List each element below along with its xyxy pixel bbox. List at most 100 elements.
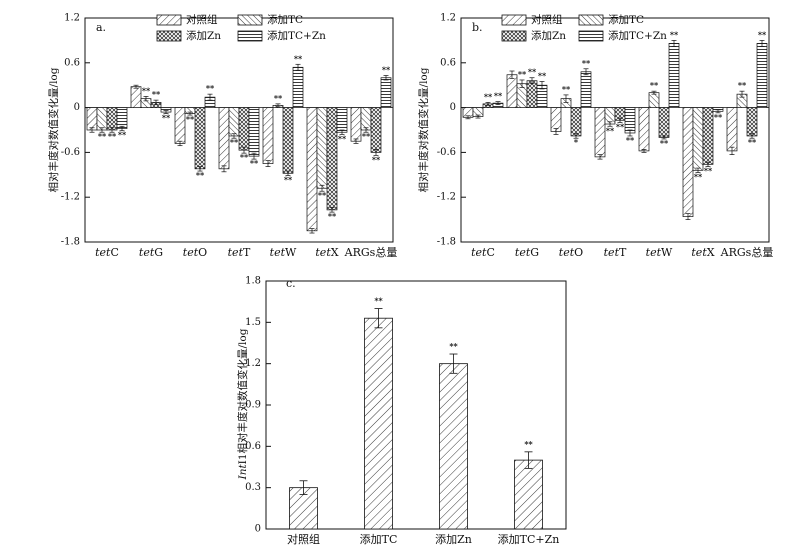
sig-b-zn-2: * xyxy=(574,137,579,147)
panel-a-ylabel: 相对丰度对数值变化量/log xyxy=(47,67,60,192)
ytick-label-c-6: 0 xyxy=(255,524,261,535)
category-label-a-3: tetT xyxy=(228,246,251,259)
sig-a-tczn-2: ** xyxy=(206,83,215,93)
bar-a-tczn-6 xyxy=(380,77,392,108)
bar-b-tczn-4 xyxy=(668,43,680,108)
sig-a-zn-5: ** xyxy=(328,211,337,221)
legend-a-label-zn: 添加Zn xyxy=(186,29,221,42)
sig-a-tczn-5: ** xyxy=(338,133,347,143)
bar-b-control-3 xyxy=(594,107,606,158)
category-label-rest-b-2: O xyxy=(574,246,583,259)
category-label-rest-b-3: T xyxy=(619,246,627,259)
category-label-rest-b-0: C xyxy=(486,246,494,259)
category-label-rest-a-3: T xyxy=(243,246,251,259)
panel-b-label: b. xyxy=(472,21,483,34)
category-label-a-4: tetW xyxy=(270,246,297,259)
ytick-label-a-0: 1.2 xyxy=(64,13,80,24)
legend-b-label-zn: 添加Zn xyxy=(531,29,566,42)
bar-a-tc-3 xyxy=(228,107,240,137)
ytick-label-a-1: 0.6 xyxy=(64,57,80,68)
panel-b: b. 对照组 添加TC 添加Zn 添加TC+Zn 相对丰度对数值变化量/log … xyxy=(417,13,773,260)
sig-b-tc-1: ** xyxy=(518,69,527,79)
panel-b-ylabel: 相对丰度对数值变化量/log xyxy=(417,67,430,192)
sig-a-tczn-3: ** xyxy=(250,158,259,168)
ytick-label-a-2: 0 xyxy=(74,102,80,113)
category-label-rest-a-2: O xyxy=(198,246,207,259)
bar-a-tczn-4 xyxy=(292,66,304,108)
sig-b-tczn-0: ** xyxy=(494,91,503,101)
sig-b-tczn-1: ** xyxy=(538,70,547,80)
bar-a-zn-6 xyxy=(370,107,382,153)
category-label-b-4: tetW xyxy=(646,246,673,259)
sig-a-tczn-0: ** xyxy=(118,130,127,140)
bar-b-tczn-2 xyxy=(580,71,592,108)
category-label-italic-b-0: tet xyxy=(471,246,487,259)
bar-b-control-5 xyxy=(682,107,694,217)
category-label-rest-a-6: ARGs总量 xyxy=(344,245,398,259)
category-label-italic-b-4: tet xyxy=(646,246,662,259)
ytick-label-a-5: -1.8 xyxy=(61,237,80,248)
category-label-b-1: tetG xyxy=(515,246,539,259)
bar-b-tczn-3 xyxy=(624,107,636,134)
sig-b-tc-3: ** xyxy=(606,125,615,135)
bar-a-control-0 xyxy=(86,107,98,131)
ytick-label-b-1: 0.6 xyxy=(440,57,456,68)
legend-a-swatch-tczn xyxy=(237,30,263,42)
sig-b-zn-3: ** xyxy=(616,122,625,132)
category-label-a-6: ARGs总量 xyxy=(344,245,398,259)
category-label-italic-b-3: tet xyxy=(604,246,620,259)
sig-b-tczn-4: ** xyxy=(670,29,679,39)
category-label-b-2: tetO xyxy=(559,246,583,259)
ytick-label-c-4: 0.6 xyxy=(245,441,261,452)
sig-a-zn-0: ** xyxy=(108,131,117,141)
legend-b-swatch-zn xyxy=(501,30,527,42)
sig-a-tc-6: ** xyxy=(362,131,371,141)
legend-b-label-tc: 添加TC xyxy=(608,13,644,26)
sig-a-zn-6: ** xyxy=(372,154,381,164)
category-label-italic-a-2: tet xyxy=(183,246,199,259)
panel-c: c. IntI1相对丰度对数值变化量/log 1.8 1.5 1.2 0.9 0.6 0.… xyxy=(236,276,567,546)
bar-a-control-1 xyxy=(130,86,142,108)
panel-c-ylabel: IntI1相对丰度对数值变化量/log xyxy=(236,328,249,480)
panel-a-legend: 对照组 添加TC 添加Zn 添加TC+Zn xyxy=(156,13,326,42)
category-label-rest-a-1: G xyxy=(154,246,163,259)
bar-a-control-5 xyxy=(306,107,318,232)
legend-a-swatch-control xyxy=(156,14,182,26)
sig-b-tczn-3: ** xyxy=(626,135,635,145)
sig-a-zn-1: ** xyxy=(152,89,161,99)
sig-b-zn-6: ** xyxy=(748,137,757,147)
sig-a-zn-2: ** xyxy=(196,170,205,180)
bar-a-zn-2 xyxy=(194,107,206,170)
category-label-a-5: tetX xyxy=(315,246,338,259)
panel-c-label: c. xyxy=(286,277,296,290)
legend-a-swatch-zn xyxy=(156,30,182,42)
category-label-rest-a-4: W xyxy=(285,246,297,259)
ytick-label-a-3: -0.6 xyxy=(61,147,80,158)
bar-b-zn-5 xyxy=(702,107,714,165)
category-label-c-1: 添加TC xyxy=(360,532,398,546)
bar-b-zn-1 xyxy=(526,80,538,108)
bar-b-control-1 xyxy=(506,74,518,108)
ytick-label-c-5: 0.3 xyxy=(245,482,261,493)
sig-c-3: ** xyxy=(524,439,533,449)
category-label-italic-a-5: tet xyxy=(315,246,331,259)
ytick-label-b-2: 0 xyxy=(450,102,456,113)
category-label-italic-a-1: tet xyxy=(139,246,155,259)
bar-a-zn-5 xyxy=(326,107,338,211)
panel-a-label: a. xyxy=(96,21,106,34)
bar-a-zn-3 xyxy=(238,107,250,151)
category-label-rest-b-1: G xyxy=(530,246,539,259)
sig-a-tc-1: ** xyxy=(142,85,151,95)
sig-b-tczn-5: ** xyxy=(714,112,723,122)
bar-c-2 xyxy=(439,363,468,530)
legend-a-label-tc: 添加TC xyxy=(267,13,303,26)
sig-b-tc-6: ** xyxy=(738,80,747,90)
panel-b-frame xyxy=(460,17,770,243)
panel-c-ylabel-rest: I1相对丰度对数值变化量/log xyxy=(236,328,249,464)
category-label-c-2: 添加Zn xyxy=(435,532,472,546)
sig-b-zn-1: ** xyxy=(528,67,537,77)
bar-b-zn-2 xyxy=(570,107,582,137)
ytick-label-c-3: 0.9 xyxy=(245,400,261,411)
bar-a-tc-6 xyxy=(360,107,372,131)
panel-a: a. 对照组 添加TC 添加Zn 添加TC+Zn 相对丰度对数值变化量/log … xyxy=(47,13,397,260)
